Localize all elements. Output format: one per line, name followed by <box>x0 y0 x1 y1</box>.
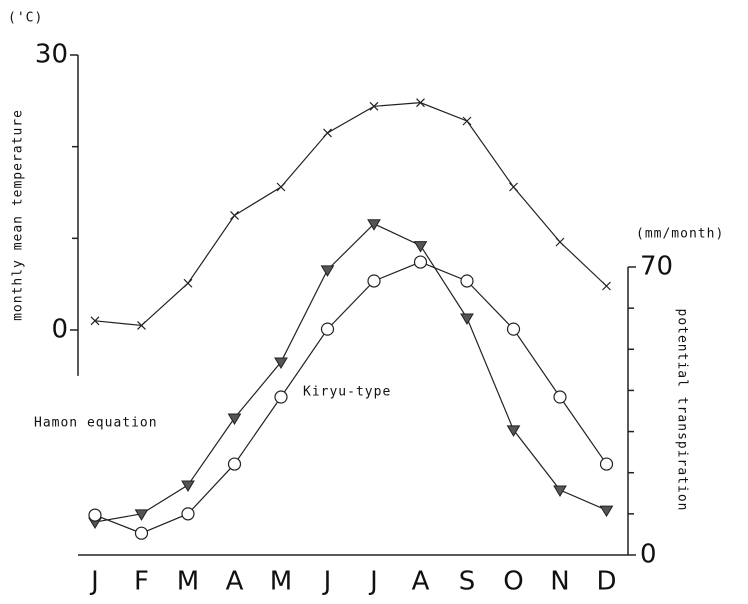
marker <box>462 116 472 126</box>
x-tick-label: J <box>368 567 378 597</box>
marker <box>183 278 193 288</box>
y2-tick-label: 0 <box>640 540 657 570</box>
marker <box>90 316 100 326</box>
marker <box>413 255 428 269</box>
marker <box>460 274 474 288</box>
marker <box>413 241 428 253</box>
marker <box>274 357 288 370</box>
series-line <box>94 102 607 327</box>
marker <box>134 509 149 521</box>
x-tick-label: S <box>459 567 476 597</box>
x-tick-label: M <box>270 567 292 597</box>
x-tick-label: J <box>322 567 332 597</box>
marker <box>553 390 567 404</box>
marker <box>416 98 425 108</box>
y-tick-label: 30 <box>35 40 68 70</box>
x-tick-label: F <box>134 567 149 597</box>
marker <box>367 219 381 231</box>
marker <box>602 281 611 291</box>
marker <box>227 413 242 425</box>
y-unit: ('C) <box>8 11 43 26</box>
y-tick-label: 0 <box>51 315 68 345</box>
marker <box>320 265 335 277</box>
marker <box>323 128 332 138</box>
marker <box>369 101 379 111</box>
series-line <box>94 223 607 523</box>
marker <box>88 508 102 522</box>
marker <box>181 507 195 521</box>
marker <box>181 480 195 493</box>
series-line <box>94 261 607 534</box>
marker <box>599 457 614 471</box>
annotation: Hamon equation <box>34 416 158 431</box>
marker <box>230 210 239 220</box>
x-tick-label: O <box>503 567 523 597</box>
x-tick-label: J <box>89 567 99 597</box>
y2-tick-label: 70 <box>640 252 673 282</box>
x-tick-label: N <box>550 567 569 597</box>
marker <box>506 322 521 336</box>
marker <box>227 457 242 471</box>
x-tick-label: A <box>226 567 244 597</box>
marker <box>555 237 565 247</box>
marker <box>506 425 521 437</box>
marker <box>137 320 146 330</box>
marker <box>134 526 149 540</box>
marker <box>274 390 288 404</box>
y2-unit: (mm/month) <box>636 227 724 242</box>
y-axis-label: monthly mean temperature <box>11 109 26 321</box>
y2-axis-label: potential transpiration <box>675 308 690 511</box>
x-tick-label: D <box>596 567 616 597</box>
marker <box>553 485 567 497</box>
x-tick-label: M <box>177 567 199 597</box>
marker <box>460 313 474 325</box>
annotation: Kiryu-type <box>303 385 391 400</box>
marker <box>509 182 518 192</box>
marker <box>276 182 286 192</box>
x-tick-label: A <box>412 567 430 597</box>
marker <box>320 322 335 336</box>
marker <box>367 274 381 288</box>
marker <box>599 505 614 518</box>
